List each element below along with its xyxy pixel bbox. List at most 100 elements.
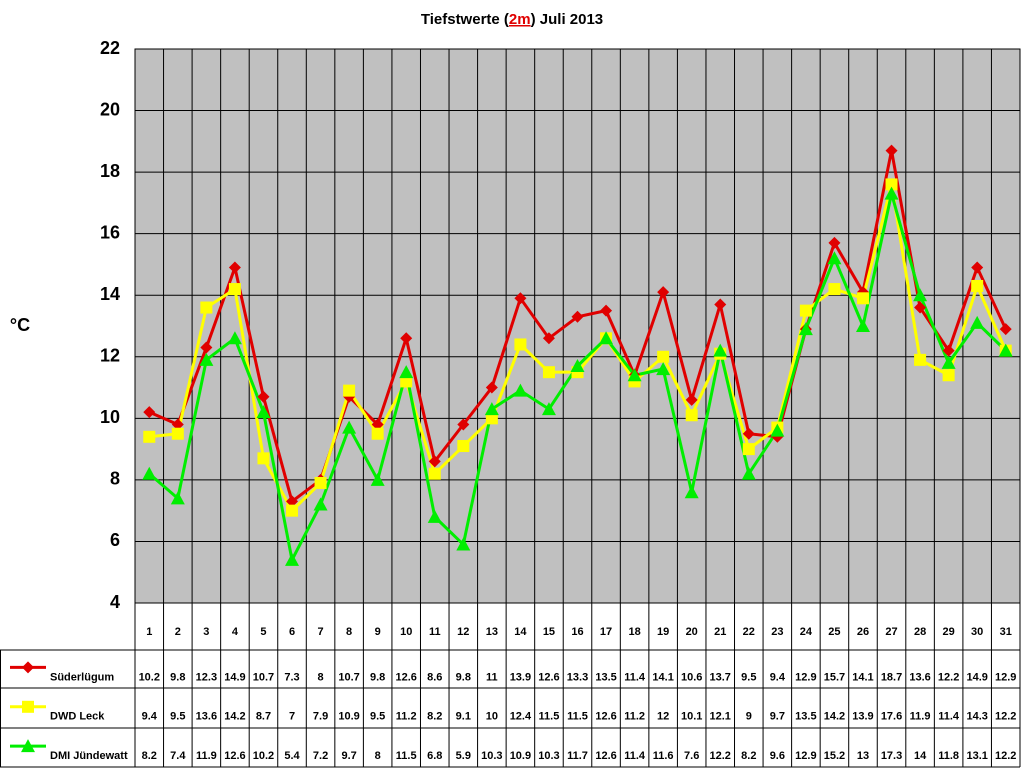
table-value: 12.2	[995, 711, 1016, 723]
x-tick-label: 20	[686, 626, 698, 638]
marker	[285, 552, 300, 566]
table-value: 9.8	[456, 671, 471, 683]
marker	[685, 409, 698, 422]
x-tick-label: 21	[714, 626, 726, 638]
marker	[570, 359, 585, 373]
table-value: 13	[857, 750, 869, 762]
marker	[256, 405, 271, 419]
table-value: 10.2	[253, 750, 274, 762]
x-tick-label: 26	[857, 626, 869, 638]
table-value: 12.2	[710, 750, 731, 762]
table-value: 9.5	[741, 671, 756, 683]
x-tick-label: 16	[571, 626, 583, 638]
table-value: 8.2	[741, 750, 756, 762]
marker	[457, 418, 470, 431]
table-value: 13.7	[710, 671, 731, 683]
marker	[199, 352, 214, 366]
table-value: 11.5	[396, 750, 417, 762]
marker	[855, 319, 870, 332]
table-value: 10.3	[481, 750, 502, 762]
table-value: 13.6	[909, 671, 930, 683]
table-value: 9.4	[770, 671, 786, 683]
x-tick-label: 6	[289, 626, 295, 638]
table-value: 13.3	[567, 671, 588, 683]
table-value: 12.6	[595, 711, 616, 723]
table-value: 11	[486, 671, 498, 683]
x-tick-label: 22	[743, 626, 755, 638]
y-tick-label: 18	[100, 161, 120, 181]
table-value: 11.2	[396, 711, 417, 723]
marker	[714, 298, 727, 311]
table-value: 10.1	[681, 711, 702, 723]
marker	[999, 323, 1012, 336]
marker	[427, 509, 442, 523]
y-tick-label: 20	[100, 99, 120, 119]
x-tick-label: 30	[971, 626, 983, 638]
x-tick-label: 2	[175, 626, 181, 638]
marker	[400, 332, 413, 345]
table-value: 11.2	[624, 711, 645, 723]
y-tick-label: 12	[100, 346, 120, 366]
table-value: 9.7	[770, 711, 785, 723]
x-tick-label: 13	[486, 626, 498, 638]
y-tick-label: 22	[100, 38, 120, 58]
table-value: 7.4	[170, 750, 186, 762]
marker	[541, 402, 556, 416]
marker	[514, 338, 527, 351]
marker	[599, 331, 614, 345]
marker	[971, 279, 984, 292]
table-value: 10.2	[139, 671, 160, 683]
marker	[227, 331, 242, 345]
x-tick-label: 11	[429, 626, 441, 638]
y-tick-label: 16	[100, 222, 120, 242]
table-value: 7.9	[313, 711, 328, 723]
marker	[170, 491, 185, 505]
marker	[142, 466, 157, 480]
table-value: 12.6	[538, 671, 559, 683]
marker	[200, 341, 213, 354]
marker	[828, 236, 841, 249]
table-value: 13.1	[966, 750, 987, 762]
table-value: 12.2	[995, 750, 1016, 762]
table-value: 12.3	[196, 671, 217, 683]
marker	[228, 283, 241, 296]
marker	[627, 368, 642, 382]
table-value: 8	[318, 671, 324, 683]
marker	[571, 310, 584, 323]
table-value: 13.5	[595, 671, 616, 683]
table-value: 12.6	[395, 671, 416, 683]
marker	[542, 332, 555, 345]
title-part: ) Juli 2013	[531, 11, 604, 28]
table-value: 10	[486, 711, 498, 723]
x-tick-label: 24	[800, 626, 813, 638]
marker	[456, 537, 471, 551]
marker	[770, 423, 785, 437]
marker	[200, 301, 213, 314]
table-value: 17.3	[881, 750, 902, 762]
x-tick-label: 31	[1000, 626, 1012, 638]
x-tick-label: 28	[914, 626, 926, 638]
table-value: 11.7	[567, 750, 588, 762]
table-value: 12.6	[224, 750, 245, 762]
marker	[971, 261, 984, 274]
table-value: 13.9	[852, 711, 873, 723]
table-value: 17.6	[881, 711, 902, 723]
table-value: 11.4	[624, 750, 646, 762]
x-tick-label: 1	[146, 626, 152, 638]
table-value: 12.9	[995, 671, 1016, 683]
marker	[942, 369, 955, 382]
table-value: 12.4	[510, 711, 532, 723]
x-tick-label: 3	[203, 626, 209, 638]
table-value: 12.2	[938, 671, 959, 683]
table-value: 14.1	[652, 671, 673, 683]
marker	[885, 144, 898, 157]
table-value: 9.8	[370, 671, 385, 683]
table-value: 5.9	[456, 750, 471, 762]
table-value: 10.9	[510, 750, 531, 762]
table-value: 15.7	[824, 671, 845, 683]
y-tick-label: 14	[100, 284, 120, 304]
x-tick-label: 23	[771, 626, 783, 638]
table-value: 12.9	[795, 671, 816, 683]
marker	[941, 355, 956, 369]
